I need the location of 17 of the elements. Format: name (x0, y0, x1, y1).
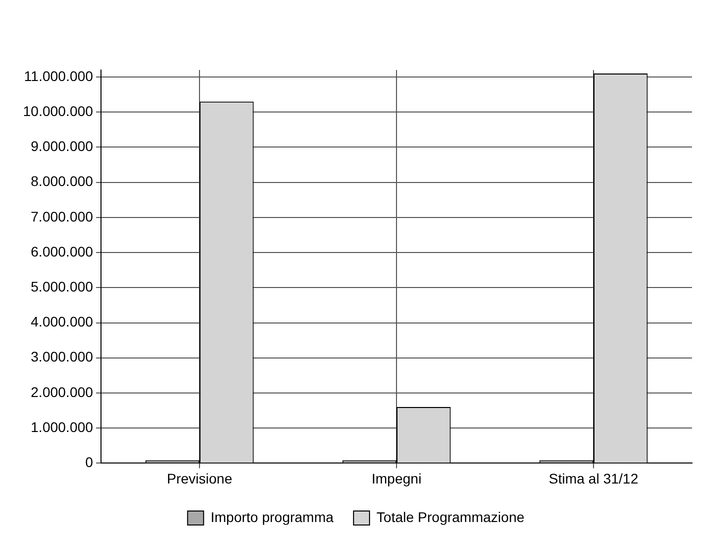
y-tick-label: 11.000.000 (24, 68, 94, 84)
y-tick-label: 0 (85, 454, 94, 470)
legend-label: Importo programma (210, 508, 334, 525)
x-tick-label: Impegni (372, 470, 422, 486)
y-tick-label: 10.000.000 (22, 102, 94, 119)
x-tick-label: Stima al 31/12 (548, 470, 638, 486)
y-tick-label: 3.000.000 (30, 348, 94, 365)
y-tick-label: 2.000.000 (30, 384, 94, 400)
x-tick-label: Previsione (166, 470, 232, 486)
y-tick-label: 6.000.000 (30, 243, 94, 260)
y-tick-label: 9.000.000 (30, 138, 94, 154)
legend-label: Totale Programmazione (376, 508, 525, 525)
y-tick-label: 5.000.000 (30, 278, 94, 295)
y-tick-label: 4.000.000 (30, 314, 94, 330)
y-tick-label: 1.000.000 (30, 418, 94, 435)
y-tick-label: 8.000.000 (30, 173, 94, 190)
y-tick-label: 7.000.000 (30, 208, 94, 224)
